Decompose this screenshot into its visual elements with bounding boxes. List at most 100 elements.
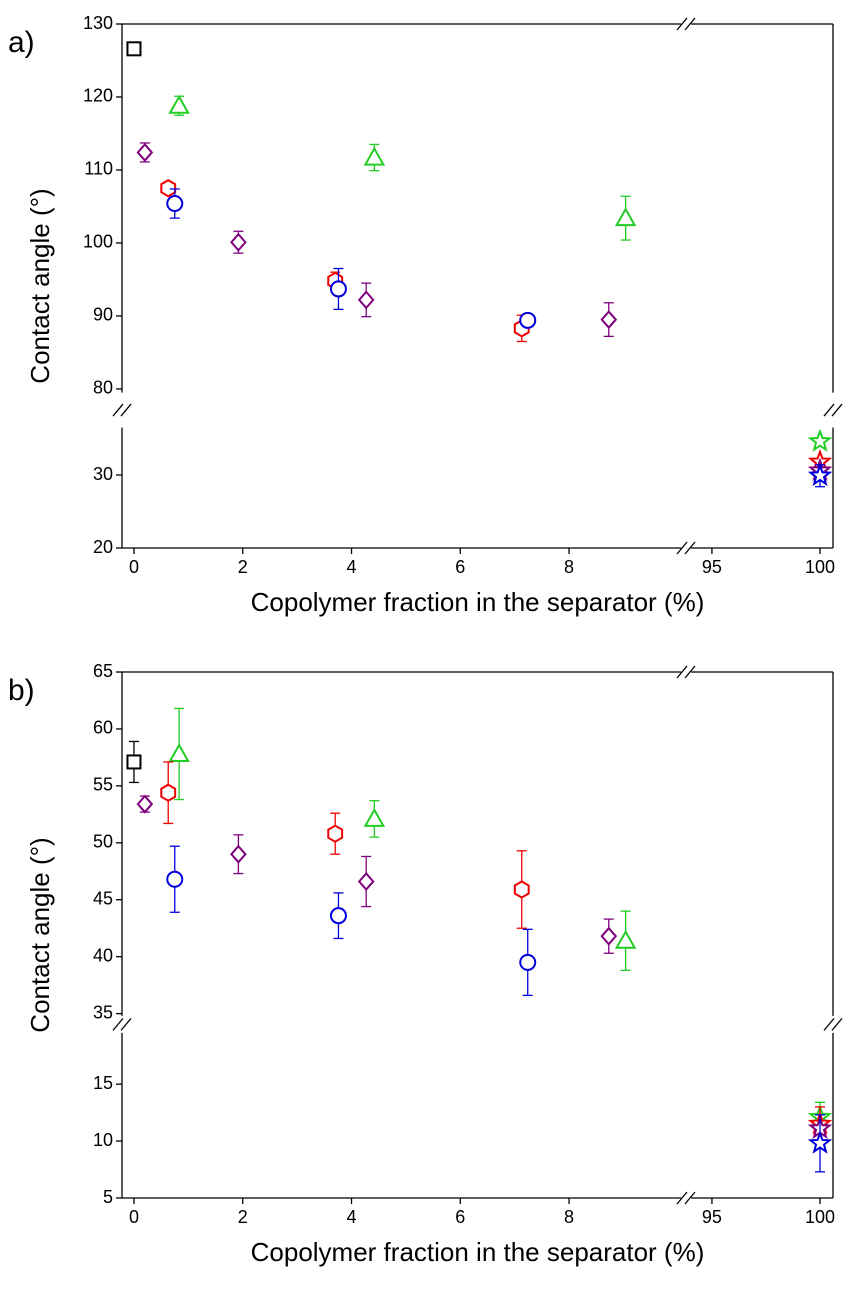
x-tick-label: 0 bbox=[129, 557, 139, 577]
y-tick-label: 40 bbox=[93, 945, 113, 965]
marker-diamond bbox=[357, 872, 375, 892]
marker-hexagon bbox=[160, 783, 177, 802]
x-tick-label: 2 bbox=[238, 557, 248, 577]
marker-circle bbox=[166, 195, 184, 213]
marker-triangle bbox=[168, 742, 190, 762]
marker-triangle bbox=[363, 807, 386, 827]
marker-circle bbox=[329, 280, 347, 298]
x-tick-label: 8 bbox=[564, 1207, 574, 1227]
y-tick-label: 50 bbox=[93, 832, 113, 852]
x-tick-label: 6 bbox=[455, 557, 465, 577]
y-tick-label: 35 bbox=[93, 1002, 113, 1022]
axis-break-gap bbox=[681, 544, 691, 552]
axis-break-gap bbox=[118, 405, 126, 416]
x-axis-title: Copolymer fraction in the separator (%) bbox=[251, 587, 705, 617]
axis-break-mark bbox=[684, 17, 696, 31]
axis-break-gap bbox=[681, 1194, 691, 1202]
series bbox=[807, 462, 833, 488]
axis-break-mark bbox=[831, 403, 843, 417]
axis-break-mark bbox=[676, 1191, 688, 1205]
panel-label: a) bbox=[8, 26, 35, 59]
axis-break-gap bbox=[681, 668, 691, 676]
marker-diamond bbox=[136, 794, 154, 814]
series bbox=[166, 188, 537, 329]
marker-square bbox=[126, 754, 142, 770]
axis-break-mark bbox=[684, 665, 696, 679]
series bbox=[168, 94, 637, 241]
marker-diamond bbox=[600, 926, 618, 946]
axis-break-mark bbox=[120, 403, 132, 417]
marker-triangle bbox=[168, 94, 190, 114]
y-tick-label: 55 bbox=[93, 775, 113, 795]
series bbox=[126, 740, 142, 784]
axis-break-mark bbox=[112, 403, 124, 417]
y-tick-label: 100 bbox=[83, 232, 113, 252]
marker-hexagon bbox=[513, 880, 530, 899]
marker-diamond bbox=[600, 310, 618, 330]
axis-break-mark bbox=[823, 403, 835, 417]
marker-diamond bbox=[230, 844, 247, 864]
marker-triangle bbox=[614, 929, 637, 949]
y-tick-label: 90 bbox=[93, 305, 113, 325]
axis-break-gap bbox=[829, 1019, 837, 1030]
marker-triangle bbox=[614, 207, 637, 227]
y-tick-label: 130 bbox=[83, 13, 113, 33]
series bbox=[168, 707, 637, 971]
axis-break-mark bbox=[676, 541, 688, 555]
axis-break-gap bbox=[118, 1019, 126, 1030]
marker-star bbox=[807, 462, 833, 487]
x-tick-label: 95 bbox=[702, 1207, 722, 1227]
chart-panel: 0 2 4 6 8 95 100 5 10 15 35 40 45 50 55 60 65 b) Copolymer… bbox=[8, 661, 843, 1267]
marker-diamond bbox=[230, 232, 247, 252]
axis-break-gap bbox=[829, 405, 837, 416]
y-tick-label: 110 bbox=[84, 159, 113, 179]
y-tick-label: 5 bbox=[103, 1187, 113, 1207]
marker-circle bbox=[329, 907, 347, 925]
marker-circle bbox=[519, 311, 537, 329]
axis-break-mark bbox=[831, 1017, 843, 1031]
marker-square bbox=[126, 41, 142, 57]
axis-break-mark bbox=[676, 17, 688, 31]
axis-break-mark bbox=[112, 1017, 124, 1031]
y-tick-label: 20 bbox=[93, 537, 113, 557]
x-tick-label: 4 bbox=[347, 557, 357, 577]
series bbox=[166, 845, 537, 997]
axis-break-mark bbox=[684, 541, 696, 555]
x-tick-label: 8 bbox=[564, 557, 574, 577]
axis-break-mark bbox=[823, 1017, 835, 1031]
y-tick-label: 45 bbox=[93, 888, 113, 908]
series bbox=[136, 794, 618, 954]
x-tick-label: 0 bbox=[129, 1207, 139, 1227]
y-tick-label: 65 bbox=[93, 661, 113, 681]
axis-break-gap bbox=[681, 20, 691, 28]
y-tick-label: 15 bbox=[93, 1073, 113, 1093]
axis-break-mark bbox=[676, 665, 688, 679]
series bbox=[160, 179, 530, 343]
x-tick-label: 2 bbox=[238, 1207, 248, 1227]
x-tick-label: 100 bbox=[805, 1207, 835, 1227]
y-tick-label: 120 bbox=[83, 86, 113, 106]
series bbox=[136, 142, 618, 338]
axis-break-mark bbox=[120, 1017, 132, 1031]
series bbox=[807, 428, 833, 452]
marker-star bbox=[807, 1130, 833, 1154]
marker-diamond bbox=[136, 142, 154, 162]
chart-panel: 0 2 4 6 8 95 100 20 30 80 90 100 110 120 130 a) Copolyme… bbox=[8, 13, 843, 617]
marker-circle bbox=[166, 870, 184, 888]
x-axis-title: Copolymer fraction in the separator (%) bbox=[251, 1237, 705, 1267]
x-tick-label: 100 bbox=[805, 557, 835, 577]
marker-circle bbox=[519, 953, 537, 971]
marker-star bbox=[807, 428, 833, 452]
panel-label: b) bbox=[8, 674, 35, 707]
series bbox=[807, 1114, 833, 1173]
y-tick-label: 30 bbox=[93, 464, 113, 484]
y-tick-label: 60 bbox=[93, 718, 113, 738]
y-tick-label: 80 bbox=[93, 378, 113, 398]
marker-hexagon bbox=[327, 824, 344, 843]
series bbox=[126, 41, 142, 57]
y-tick-label: 10 bbox=[93, 1130, 113, 1150]
x-tick-label: 4 bbox=[347, 1207, 357, 1227]
